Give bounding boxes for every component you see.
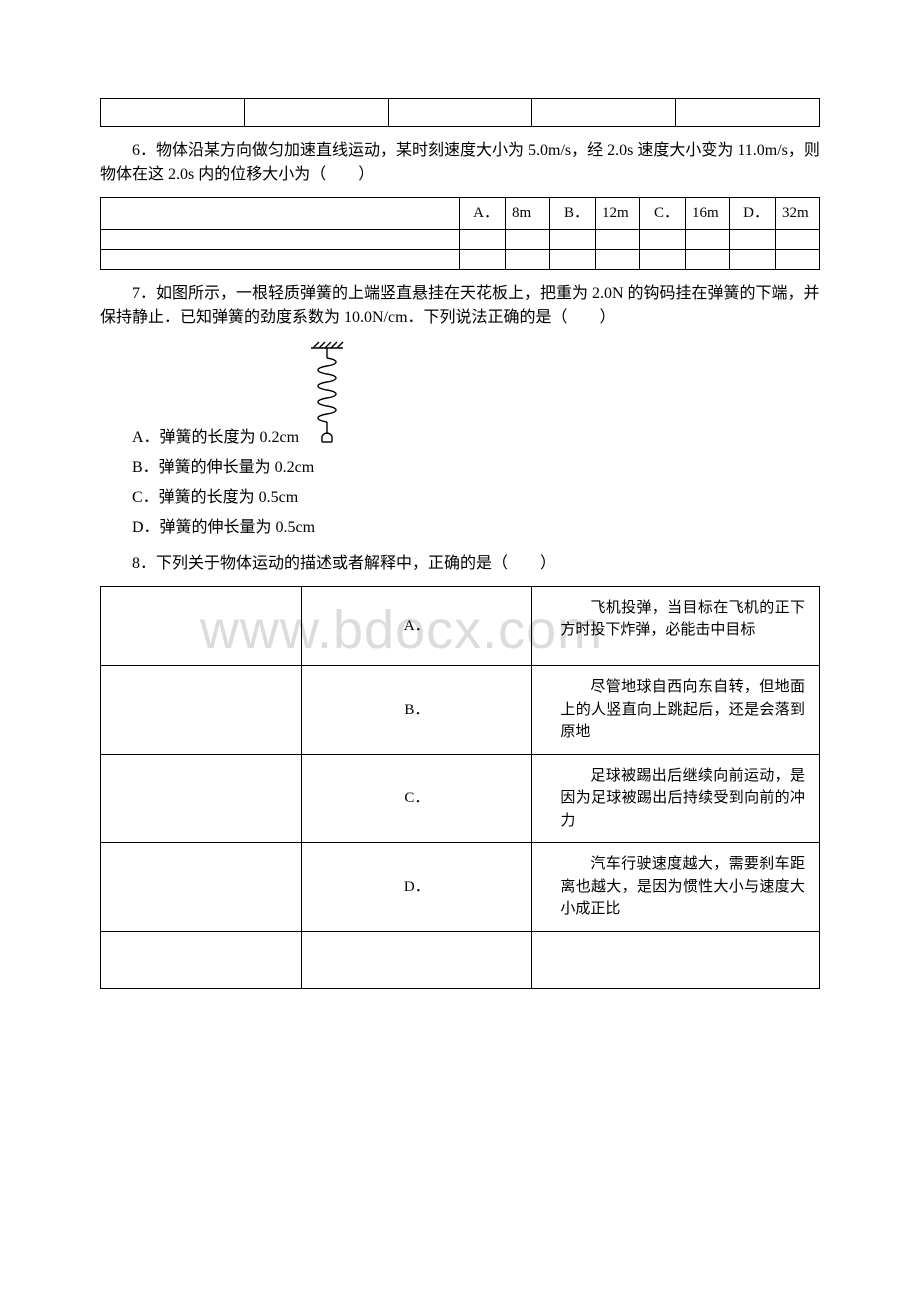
cell xyxy=(101,249,460,269)
cell xyxy=(676,99,820,127)
option-b-label: B． xyxy=(302,666,532,755)
cell xyxy=(101,99,245,127)
cell xyxy=(101,229,460,249)
cell xyxy=(101,198,460,230)
question-6-options-table: A． 8m B． 12m C． 16m D． 32m xyxy=(100,197,820,270)
cell xyxy=(596,229,640,249)
option-c-text: C．弹簧的长度为 0.5cm xyxy=(132,486,820,510)
cell xyxy=(101,843,302,932)
cell xyxy=(730,249,776,269)
cell xyxy=(460,249,506,269)
cell xyxy=(101,931,302,988)
option-a-value: 8m xyxy=(506,198,550,230)
option-d-label: D． xyxy=(730,198,776,230)
cell xyxy=(776,229,820,249)
cell xyxy=(776,249,820,269)
cell xyxy=(302,931,532,988)
question-8-options-table: A． 飞机投弹，当目标在飞机的正下方时投下炸弹，必能击中目标 B． 尽管地球自西… xyxy=(100,586,820,989)
cell xyxy=(550,229,596,249)
cell xyxy=(506,229,550,249)
cell xyxy=(460,229,506,249)
option-a-text: A．弹簧的长度为 0.2cm xyxy=(132,426,299,450)
cell xyxy=(640,249,686,269)
question-8-text: 8．下列关于物体运动的描述或者解释中，正确的是（ ） xyxy=(100,552,820,576)
option-d-value: 32m xyxy=(776,198,820,230)
cell xyxy=(532,931,820,988)
cell xyxy=(686,249,730,269)
option-b-desc: 尽管地球自西向东自转，但地面上的人竖直向上跳起后，还是会落到原地 xyxy=(532,666,820,755)
option-b-value: 12m xyxy=(596,198,640,230)
option-a-desc: 飞机投弹，当目标在飞机的正下方时投下炸弹，必能击中目标 xyxy=(532,586,820,666)
option-a-label: A． xyxy=(460,198,506,230)
cell xyxy=(596,249,640,269)
cell xyxy=(730,229,776,249)
cell xyxy=(101,754,302,843)
cell xyxy=(550,249,596,269)
option-c-label: C． xyxy=(640,198,686,230)
question-7-text: 7．如图所示，一根轻质弹簧的上端竖直悬挂在天花板上，把重为 2.0N 的钩码挂在… xyxy=(100,282,820,330)
cell xyxy=(101,586,302,666)
spring-icon xyxy=(305,340,349,450)
option-a-label: A． xyxy=(302,586,532,666)
cell xyxy=(532,99,676,127)
cell xyxy=(244,99,388,127)
cell xyxy=(640,229,686,249)
option-c-value: 16m xyxy=(686,198,730,230)
option-b-text: B．弹簧的伸长量为 0.2cm xyxy=(132,456,820,480)
question-6-text: 6．物体沿某方向做匀加速直线运动，某时刻速度大小为 5.0m/s，经 2.0s … xyxy=(100,139,820,187)
option-c-label: C． xyxy=(302,754,532,843)
cell xyxy=(506,249,550,269)
option-d-desc: 汽车行驶速度越大，需要刹车距离也越大，是因为惯性大小与速度大小成正比 xyxy=(532,843,820,932)
question-7-options: A．弹簧的长度为 0.2cm B．弹簧的伸长量为 0.2cm C．弹 xyxy=(132,340,820,540)
option-b-label: B． xyxy=(550,198,596,230)
empty-table-top xyxy=(100,98,820,127)
option-d-text: D．弹簧的伸长量为 0.5cm xyxy=(132,516,820,540)
cell xyxy=(388,99,532,127)
option-d-label: D． xyxy=(302,843,532,932)
option-c-desc: 足球被踢出后继续向前运动，是因为足球被踢出后持续受到向前的冲力 xyxy=(532,754,820,843)
cell xyxy=(686,229,730,249)
cell xyxy=(101,666,302,755)
